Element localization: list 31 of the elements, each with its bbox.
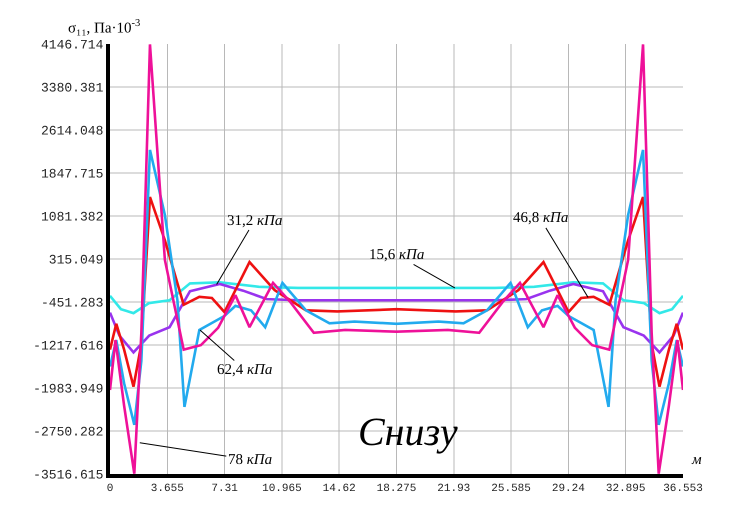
y-tick-label: 2614.048 xyxy=(40,124,104,139)
annotation: 62,4 кПа xyxy=(217,362,272,378)
y-tick-label: -3516.615 xyxy=(33,468,104,483)
x-tick-label: 21.93 xyxy=(437,483,470,496)
annotation: 46,8 кПа xyxy=(513,210,568,226)
x-tick-label: 7.31 xyxy=(211,483,238,496)
y-tick-label: 3380.381 xyxy=(40,80,104,96)
y-tick-label: 4146.714 xyxy=(40,38,104,53)
annotation: 78 кПа xyxy=(228,452,272,468)
x-tick-label: 14.62 xyxy=(322,483,356,496)
x-tick-label: 3.655 xyxy=(150,483,184,496)
y-tick-label: -451.283 xyxy=(40,296,104,311)
y-tick-label: 315.049 xyxy=(48,252,104,268)
x-tick-label: 10.965 xyxy=(262,483,302,496)
annotation: 15,6 кПа xyxy=(369,247,424,263)
x-tick-label: 36.553 xyxy=(663,483,703,496)
x-tick-label: 29.24 xyxy=(552,483,586,496)
x-tick-label: 32.895 xyxy=(606,483,646,496)
x-tick-label: 25.585 xyxy=(491,483,531,496)
x-tick-label: 18.275 xyxy=(376,483,416,496)
y-axis-title: σ₁₁, Па·10$^{-3}$ xyxy=(68,18,140,36)
annotation: 31,2 кПа xyxy=(227,213,282,229)
x-axis-title: м xyxy=(691,452,702,468)
y-tick-label: -2750.282 xyxy=(33,424,104,440)
y-tick-label: 1847.715 xyxy=(40,166,104,182)
line-series xyxy=(110,44,683,474)
y-tick-label: 1081.382 xyxy=(40,210,104,225)
annotation: Снизу xyxy=(358,409,458,454)
x-tick-label: 0 xyxy=(106,483,114,496)
y-tick-label: -1983.949 xyxy=(33,382,104,397)
y-tick-label: -1217.616 xyxy=(33,338,104,354)
